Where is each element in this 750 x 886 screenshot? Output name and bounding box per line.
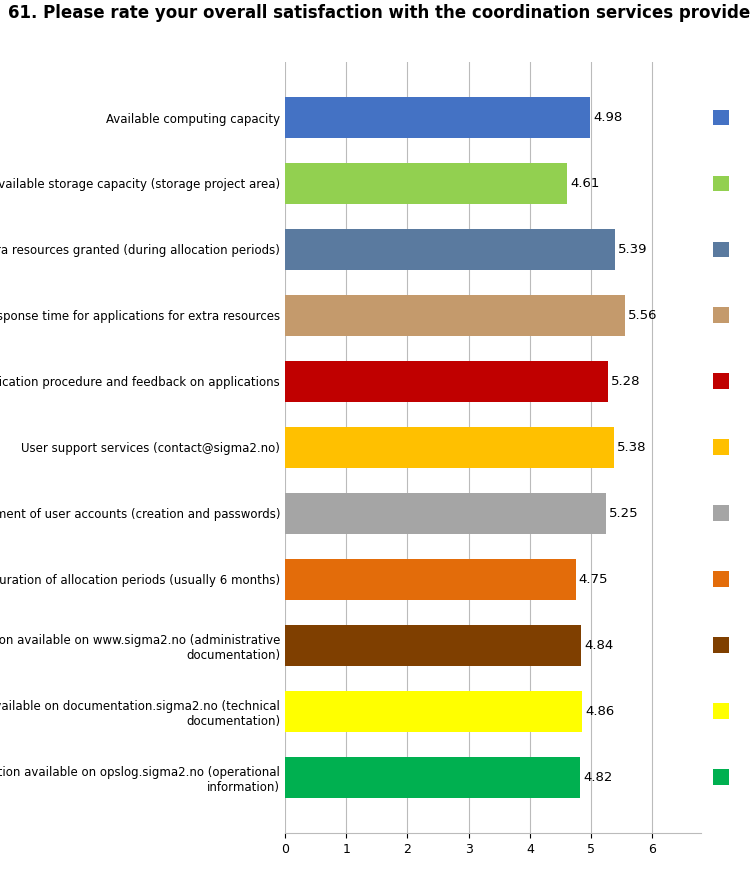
Bar — [285, 427, 614, 468]
Bar — [285, 625, 581, 666]
Bar — [285, 295, 626, 336]
Text: 4.75: 4.75 — [579, 573, 608, 586]
Bar — [285, 97, 590, 138]
Text: 4.84: 4.84 — [584, 639, 614, 652]
Text: 4.86: 4.86 — [586, 705, 615, 718]
Text: 5.25: 5.25 — [610, 507, 639, 520]
Text: 4.61: 4.61 — [570, 177, 600, 190]
Bar — [285, 229, 615, 270]
Bar — [285, 757, 580, 797]
Text: 5.28: 5.28 — [611, 375, 640, 388]
Bar — [285, 559, 576, 600]
Text: 5.39: 5.39 — [618, 243, 647, 256]
Text: 4.98: 4.98 — [593, 111, 622, 124]
Bar — [285, 691, 583, 732]
Bar — [285, 493, 606, 534]
Text: 4.82: 4.82 — [583, 771, 613, 784]
Text: 61. Please rate your overall satisfaction with the coordination services provide: 61. Please rate your overall satisfactio… — [8, 4, 750, 22]
Bar — [285, 163, 567, 204]
Text: 5.38: 5.38 — [617, 441, 647, 454]
Bar — [285, 361, 608, 402]
Text: 5.56: 5.56 — [628, 309, 658, 322]
